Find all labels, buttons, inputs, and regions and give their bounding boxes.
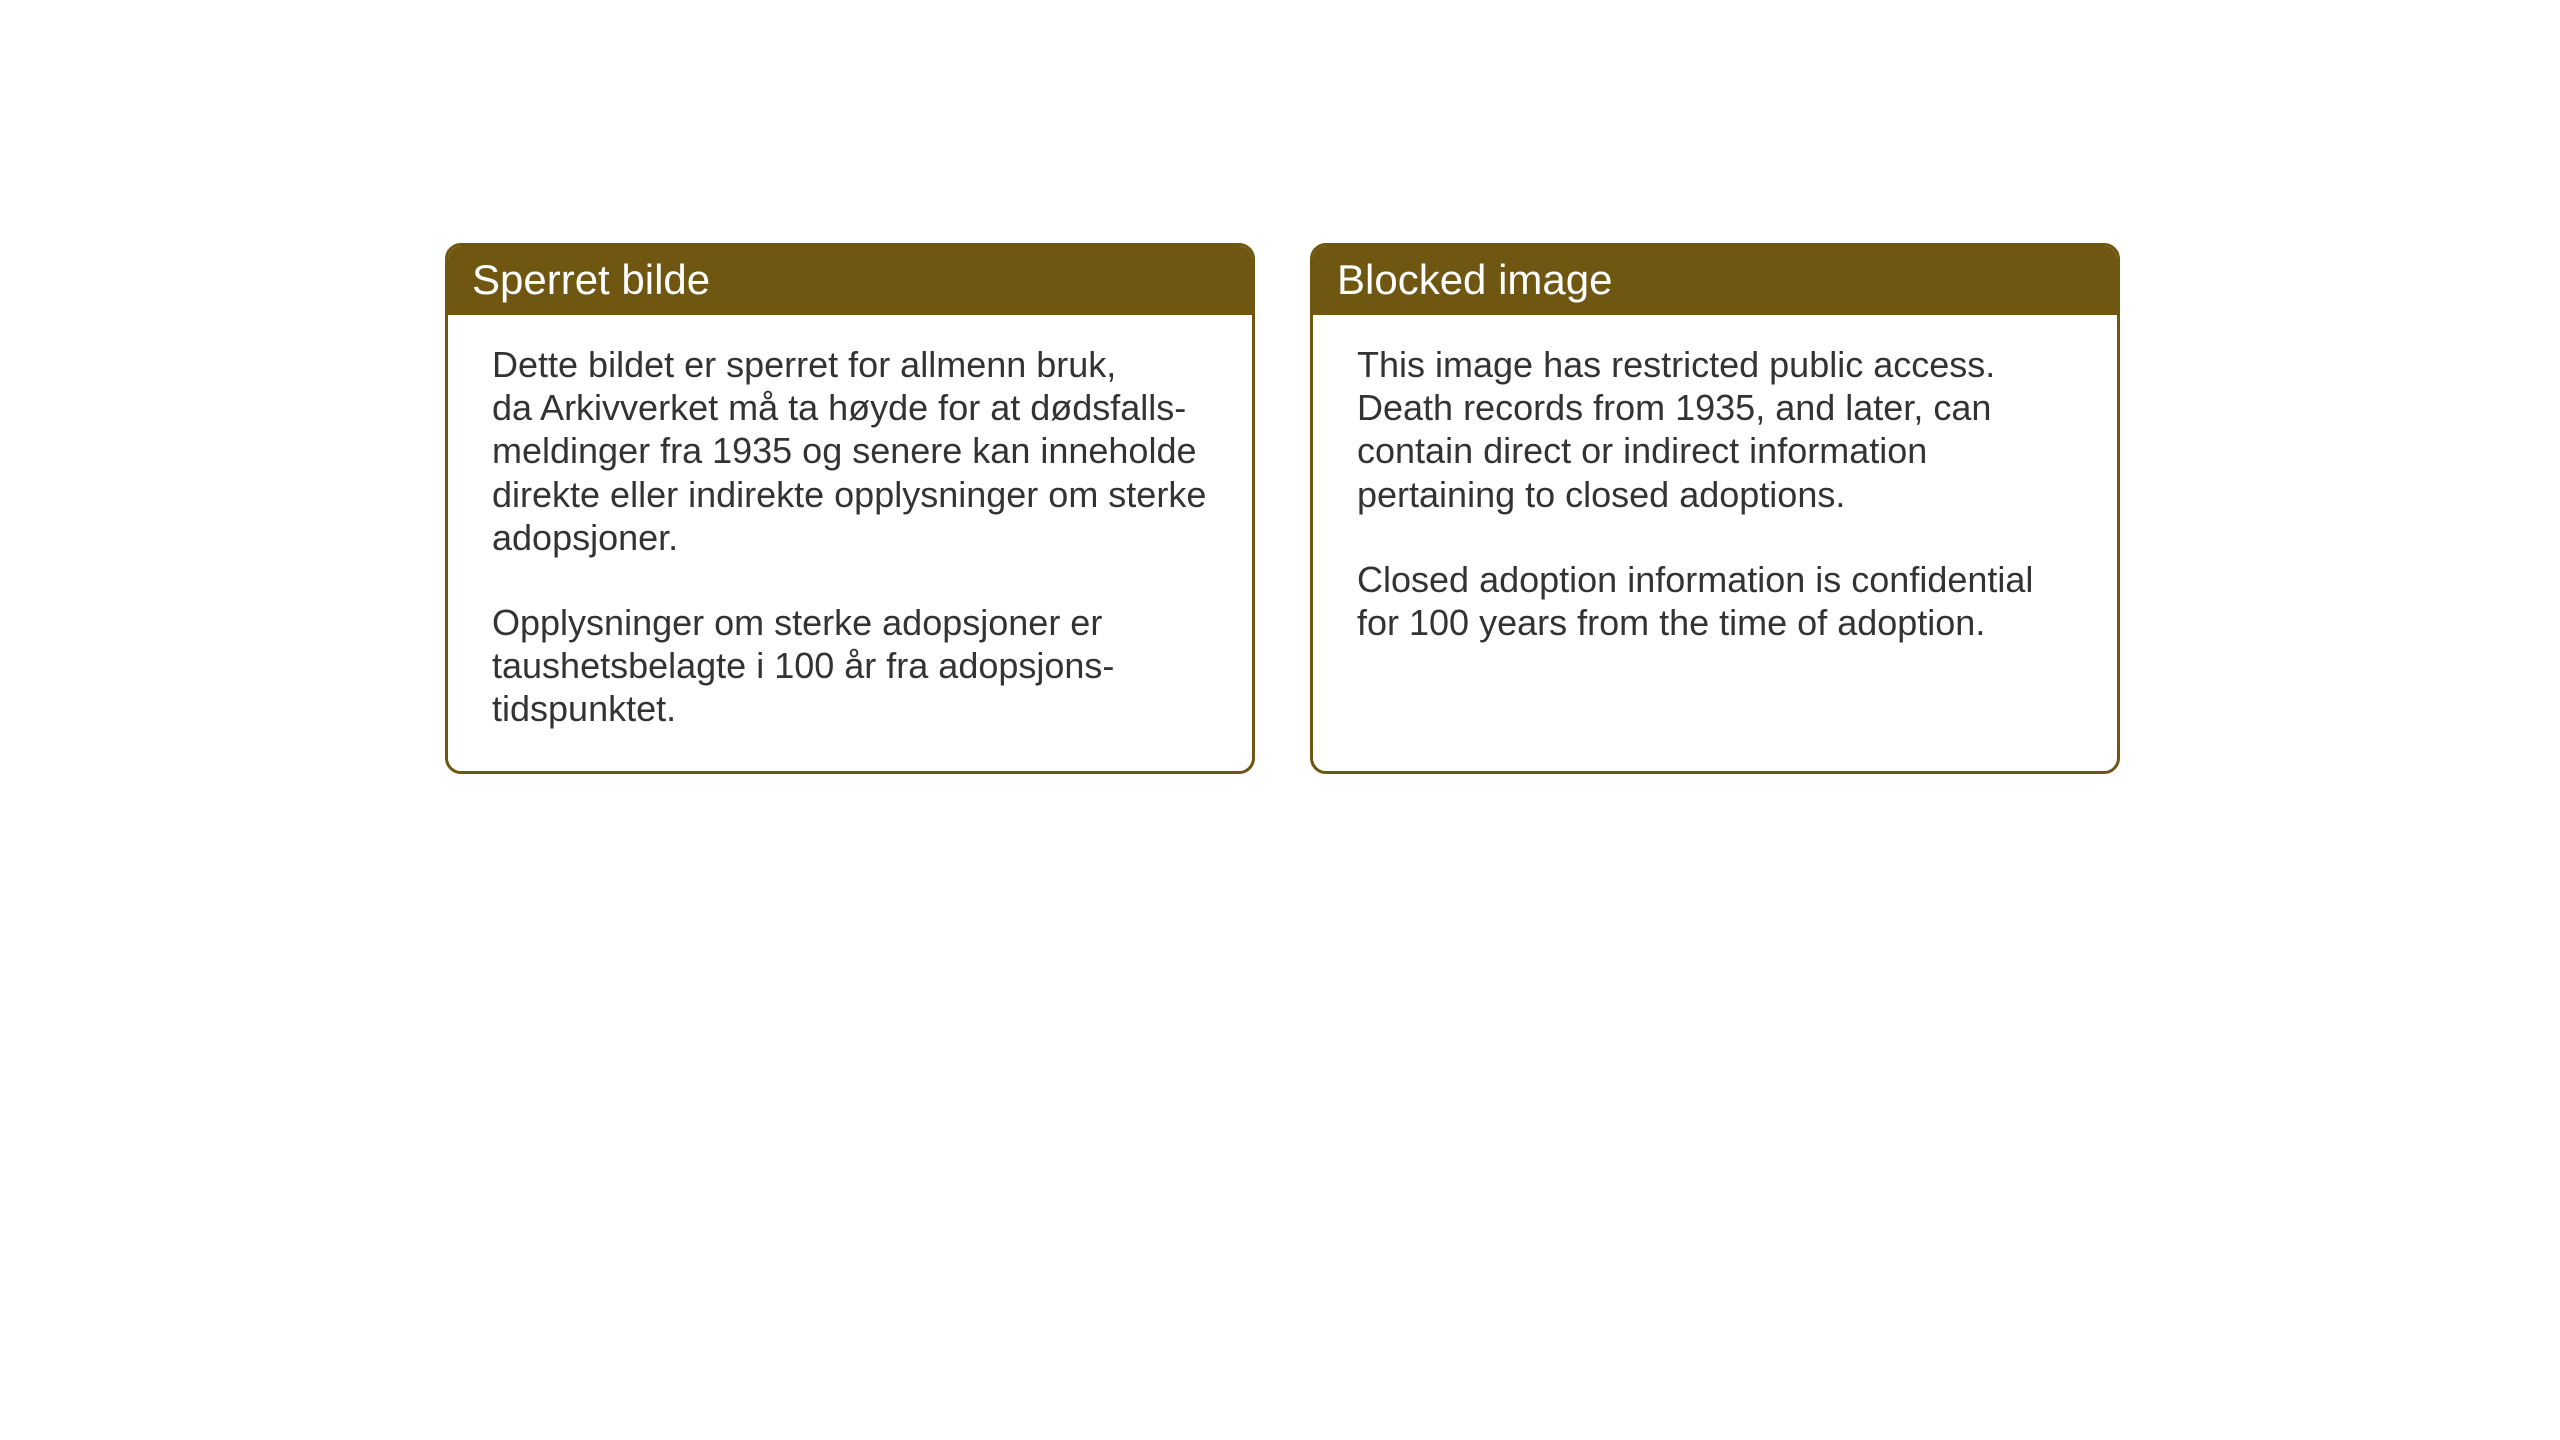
notice-card-english: Blocked image This image has restricted … xyxy=(1310,243,2120,774)
card-para2-english: Closed adoption information is confident… xyxy=(1357,558,2073,644)
notice-card-norwegian: Sperret bilde Dette bildet er sperret fo… xyxy=(445,243,1255,774)
card-body-norwegian: Dette bildet er sperret for allmenn bruk… xyxy=(448,315,1252,771)
card-para2-norwegian: Opplysninger om sterke adopsjoner er tau… xyxy=(492,601,1208,731)
card-header-english: Blocked image xyxy=(1313,246,2117,315)
card-header-norwegian: Sperret bilde xyxy=(448,246,1252,315)
card-title-norwegian: Sperret bilde xyxy=(472,256,710,303)
card-title-english: Blocked image xyxy=(1337,256,1612,303)
card-para1-norwegian: Dette bildet er sperret for allmenn bruk… xyxy=(492,343,1208,559)
card-para1-english: This image has restricted public access.… xyxy=(1357,343,2073,516)
card-body-english: This image has restricted public access.… xyxy=(1313,315,2117,684)
notice-container: Sperret bilde Dette bildet er sperret fo… xyxy=(445,243,2120,774)
